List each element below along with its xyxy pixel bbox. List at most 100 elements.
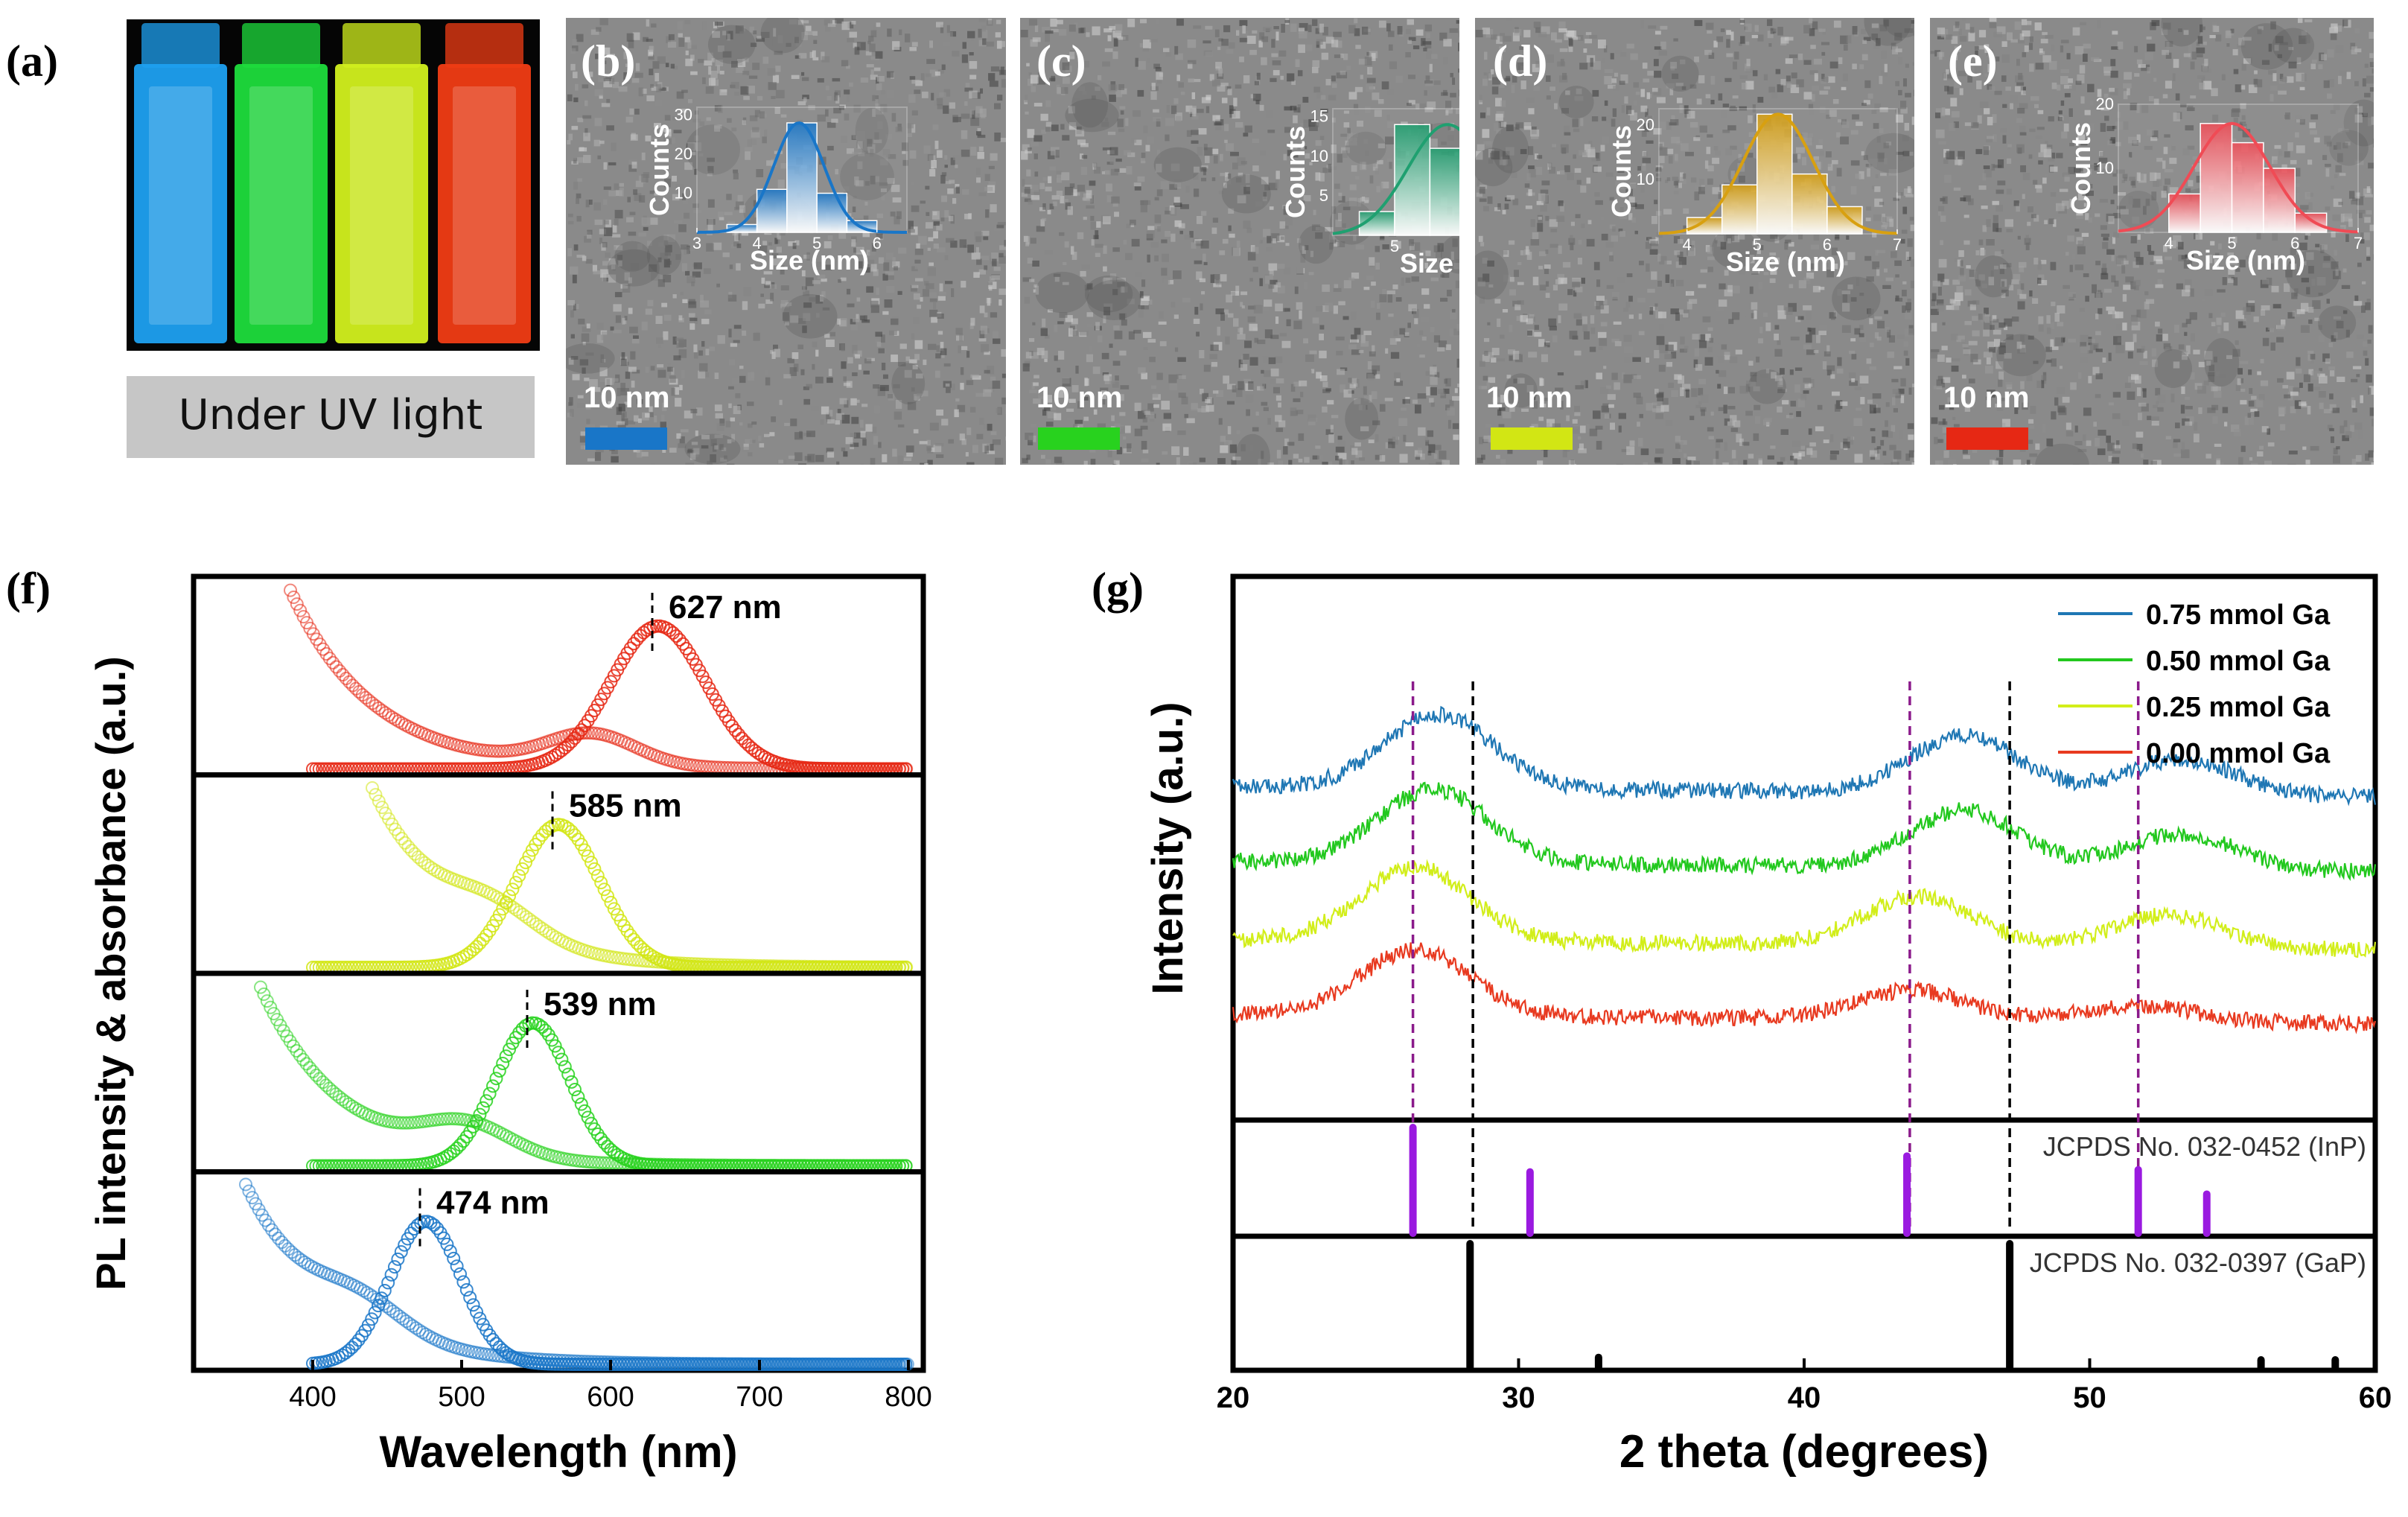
tem-speckle [1668, 383, 1674, 388]
tem-speckle [1171, 106, 1176, 114]
tem-speckle [1910, 217, 1914, 220]
tem-speckle [758, 436, 761, 442]
tem-speckle [1931, 351, 1937, 359]
tem-speckle [577, 118, 583, 122]
tem-speckle [1544, 450, 1547, 457]
tem-speckle [1608, 404, 1614, 408]
tem-speckle [1325, 79, 1331, 86]
tem-speckle [2312, 60, 2317, 63]
tem-speckle [2027, 21, 2032, 25]
tem-speckle [599, 141, 604, 144]
tem-speckle [1387, 89, 1394, 95]
tem-speckle [1141, 441, 1147, 450]
tem-speckle [1483, 376, 1488, 381]
tem-speckle [570, 48, 576, 54]
tem-speckle [2051, 45, 2054, 51]
tem-speckle [1748, 454, 1754, 458]
tem-speckle [1611, 235, 1618, 241]
tem-speckle [929, 40, 933, 48]
tem-speckle [1552, 335, 1558, 342]
tem-speckle [864, 358, 871, 363]
tem-speckle [1380, 404, 1386, 412]
tem-speckle [1938, 287, 1942, 296]
tem-speckle [2364, 217, 2371, 223]
tem-speckle [1541, 195, 1548, 203]
tem-speckle [1803, 305, 1812, 311]
tem-speckle [1222, 98, 1228, 103]
tem-speckle [611, 456, 618, 462]
tem-speckle [1794, 458, 1797, 465]
tem-speckle [1724, 387, 1727, 394]
tem-speckle [1376, 313, 1380, 320]
tem-speckle [1354, 104, 1358, 109]
tem-speckle [1842, 325, 1851, 333]
nanoparticle [684, 433, 740, 464]
tem-speckle [906, 229, 914, 233]
nanoparticle [783, 294, 837, 339]
tem-speckle [1453, 423, 1459, 429]
nanoparticle [708, 25, 756, 64]
tem-speckle [1111, 197, 1120, 204]
tem-speckle [1721, 344, 1727, 349]
tem-speckle [946, 181, 952, 184]
tem-speckle [1111, 169, 1118, 176]
tem-speckle [1879, 76, 1882, 84]
y-axis-label: Counts [644, 124, 675, 216]
tem-speckle [847, 289, 850, 295]
tem-speckle [1200, 303, 1203, 310]
tem-speckle [1441, 92, 1447, 96]
tem-speckle [1221, 39, 1229, 46]
tem-speckle [990, 377, 996, 381]
tem-speckle [2175, 422, 2180, 428]
tem-speckle [1029, 279, 1034, 282]
tem-speckle [2308, 319, 2312, 324]
tem-speckle [889, 331, 897, 335]
tem-speckle [2080, 65, 2086, 73]
tem-speckle [1215, 127, 1221, 130]
tem-speckle [1322, 53, 1328, 60]
tem-speckle [943, 106, 949, 114]
tem-speckle [651, 366, 655, 370]
tem-speckle [1143, 450, 1148, 454]
tem-speckle [981, 25, 986, 32]
tem-speckle [954, 410, 958, 418]
tem-speckle [1230, 152, 1239, 156]
tem-speckle [1131, 138, 1137, 143]
tem-speckle [1538, 417, 1544, 422]
tem-speckle [1243, 220, 1251, 229]
tem-speckle [1229, 105, 1234, 114]
tem-speckle [829, 369, 832, 376]
tem-speckle [1293, 321, 1302, 330]
tem-speckle [840, 318, 847, 326]
tem-speckle [1273, 70, 1280, 75]
tem-speckle [1907, 309, 1911, 313]
tem-speckle [1803, 60, 1811, 65]
tem-speckle [1503, 309, 1508, 313]
tem-speckle [1558, 246, 1561, 254]
tem-speckle [1945, 109, 1950, 115]
tem-speckle [1218, 69, 1222, 77]
tem-speckle [1444, 379, 1447, 384]
tem-speckle [1275, 317, 1278, 324]
tem-speckle [1952, 305, 1959, 311]
tem-speckle [1812, 94, 1815, 101]
tem-speckle [1271, 39, 1275, 48]
tem-speckle [1405, 52, 1411, 57]
tem-speckle [1344, 280, 1351, 288]
tem-speckle [773, 345, 778, 349]
tem-speckle [1680, 337, 1684, 345]
tem-speckle [1595, 200, 1603, 205]
tem-speckle [1252, 139, 1259, 143]
tem-speckle [1832, 392, 1840, 396]
tem-speckle [2299, 383, 2303, 388]
tem-speckle [909, 47, 917, 51]
tem-speckle [2021, 283, 2025, 290]
tem-speckle [875, 99, 878, 106]
tem-speckle [1059, 232, 1064, 236]
tem-speckle [606, 125, 614, 130]
tem-speckle [1576, 214, 1581, 217]
tem-speckle [1140, 19, 1147, 23]
tem-speckle [1861, 29, 1866, 34]
tem-speckle [985, 209, 989, 217]
tem-speckle [999, 289, 1006, 295]
